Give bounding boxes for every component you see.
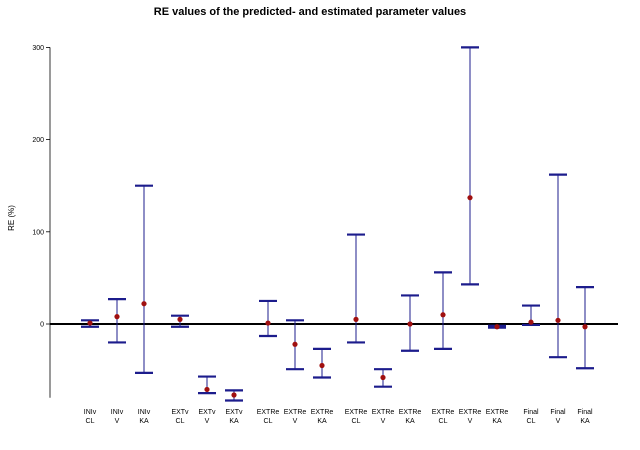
x-category-label: V bbox=[468, 418, 473, 425]
x-category-label: KA bbox=[492, 418, 502, 425]
x-category-label: EXTRe bbox=[432, 409, 455, 416]
x-category-label: V bbox=[293, 418, 298, 425]
error-bar bbox=[259, 299, 277, 338]
x-category-label: CL bbox=[352, 418, 361, 425]
x-category-label: CL bbox=[527, 418, 536, 425]
point-estimate bbox=[177, 316, 183, 322]
x-category-label: EXTv bbox=[198, 409, 216, 416]
x-category-label: EXTRe bbox=[372, 409, 395, 416]
y-tick-label: 300 bbox=[32, 45, 44, 52]
error-bar bbox=[461, 46, 479, 286]
point-estimate bbox=[407, 321, 413, 327]
x-category-label: Final bbox=[550, 409, 566, 416]
x-category-label: V bbox=[205, 418, 210, 425]
x-category-label: Final bbox=[523, 409, 539, 416]
error-bars bbox=[81, 46, 594, 402]
x-category-label: EXTv bbox=[225, 409, 243, 416]
x-category-label: CL bbox=[86, 418, 95, 425]
x-category-label: CL bbox=[439, 418, 448, 425]
x-category-label: Final bbox=[577, 409, 593, 416]
point-estimate bbox=[494, 324, 500, 330]
y-tick-label: 100 bbox=[32, 229, 44, 236]
error-bar bbox=[135, 184, 153, 374]
error-bar bbox=[347, 233, 365, 344]
x-category-label: KA bbox=[139, 418, 149, 425]
x-category-label: V bbox=[556, 418, 561, 425]
x-category-label: INIv bbox=[84, 409, 97, 416]
error-bar bbox=[434, 271, 452, 350]
point-estimate bbox=[380, 374, 386, 381]
x-category-label: EXTRe bbox=[486, 409, 509, 416]
x-category-label: EXTv bbox=[171, 409, 189, 416]
x-category-label: EXTRe bbox=[345, 409, 368, 416]
point-estimate bbox=[319, 362, 325, 369]
x-category-label: CL bbox=[264, 418, 273, 425]
x-category-label: EXTRe bbox=[459, 409, 482, 416]
y-axis: 0 100 200 300 bbox=[32, 45, 51, 398]
point-estimate bbox=[231, 392, 237, 398]
x-category-label: KA bbox=[229, 418, 239, 425]
x-category-label: KA bbox=[580, 418, 590, 425]
point-estimate bbox=[292, 341, 298, 347]
y-tick-label: 0 bbox=[40, 322, 44, 329]
point-estimate bbox=[141, 301, 147, 307]
point-estimate bbox=[114, 314, 120, 320]
y-tick-label: 200 bbox=[32, 137, 44, 144]
error-bar bbox=[549, 173, 567, 359]
point-estimate bbox=[204, 386, 210, 393]
point-estimate bbox=[440, 312, 446, 318]
point-estimate bbox=[528, 319, 534, 325]
x-category-label: EXTRe bbox=[284, 409, 307, 416]
x-category-label: KA bbox=[317, 418, 327, 425]
x-category-label: EXTRe bbox=[399, 409, 422, 416]
point-estimate bbox=[353, 316, 359, 322]
x-category-label: CL bbox=[176, 418, 185, 425]
point-estimate bbox=[582, 324, 588, 330]
x-category-label: INIv bbox=[111, 409, 124, 416]
x-axis-categories: INIv CL INIv V INIv KA EXTv CL EXTv V EXTv KA EXTRe C… bbox=[84, 409, 593, 425]
x-category-label: INIv bbox=[138, 409, 151, 416]
point-estimate bbox=[467, 195, 473, 201]
error-bar bbox=[108, 298, 126, 344]
point-estimate bbox=[555, 317, 561, 323]
y-axis-label: RE (%) bbox=[7, 205, 16, 231]
point-estimate bbox=[87, 320, 93, 326]
point-estimate bbox=[265, 320, 271, 326]
x-category-label: V bbox=[115, 418, 120, 425]
point-estimates bbox=[87, 195, 588, 398]
x-category-label: EXTRe bbox=[311, 409, 334, 416]
chart-title: RE values of the predicted- and estimate… bbox=[154, 6, 466, 18]
x-category-label: KA bbox=[405, 418, 415, 425]
x-category-label: V bbox=[381, 418, 386, 425]
x-category-label: EXTRe bbox=[257, 409, 280, 416]
